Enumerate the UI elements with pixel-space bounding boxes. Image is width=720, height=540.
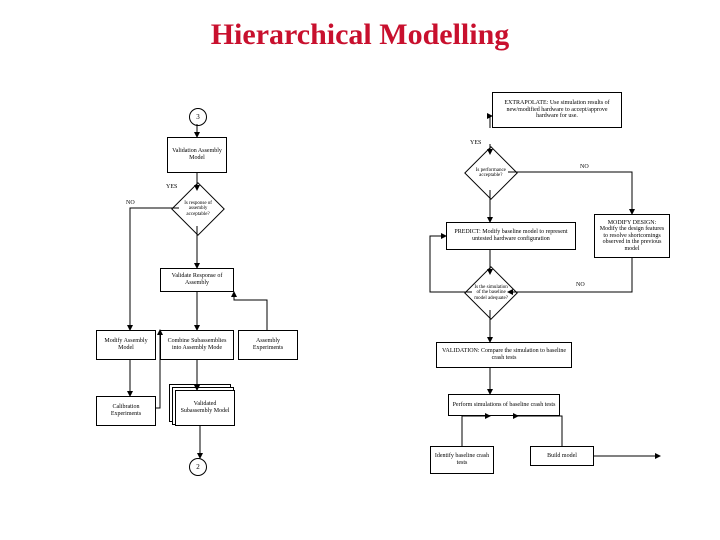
node-extrapolate: EXTRAPOLATE: Use simulation results of n… [492,92,622,128]
node-validated-subassembly-model: Validated Subassembly Model [175,390,235,426]
node-decision-performance: Is performance acceptable? [464,146,518,200]
node-assembly-experiments: Assembly Experiments [238,330,298,360]
edge-label-no: NO [126,200,135,206]
connector-label: 2 [196,463,200,471]
node-modify-assembly-model: Modify Assembly Model [96,330,156,360]
node-decision-response-acceptable: Is response of assembly acceptable? [171,182,225,236]
node-predict: PREDICT: Modify baseline model to repres… [446,222,576,250]
node-validation: VALIDATION: Compare the simulation to ba… [436,342,572,368]
flowchart-arrows [0,0,720,540]
node-calibration-experiments: Calibration Experiments [96,396,156,426]
node-connector-bottom: 2 [189,458,207,476]
node-perform-simulations: Perform simulations of baseline crash te… [448,394,560,416]
slide-title: Hierarchical Modelling [0,18,720,52]
edge-label-yes-r: YES [470,140,481,146]
node-combine-subassemblies: Combine Subassemblies into Assembly Mode [160,330,234,360]
connector-label: 3 [196,113,200,121]
node-build-model: Build model [530,446,594,466]
node-validation-assembly-model: Validation Assembly Model [167,137,227,173]
edge-label-no-r2: NO [576,282,585,288]
node-connector-top: 3 [189,108,207,126]
node-identify-baseline: Identify baseline crash tests [430,446,494,474]
node-validate-response: Validate Response of Assembly [160,268,234,292]
node-modify-design: MODIFY DESIGN: Modify the design feature… [594,214,670,258]
slide-stage: Hierarchical Modelling 3 Validation Asse… [0,0,720,540]
node-decision-simulation-adequate: Is the simulation of the baseline model … [464,266,518,320]
edge-label-no-r1: NO [580,164,589,170]
edge-label-yes: YES [166,184,177,190]
